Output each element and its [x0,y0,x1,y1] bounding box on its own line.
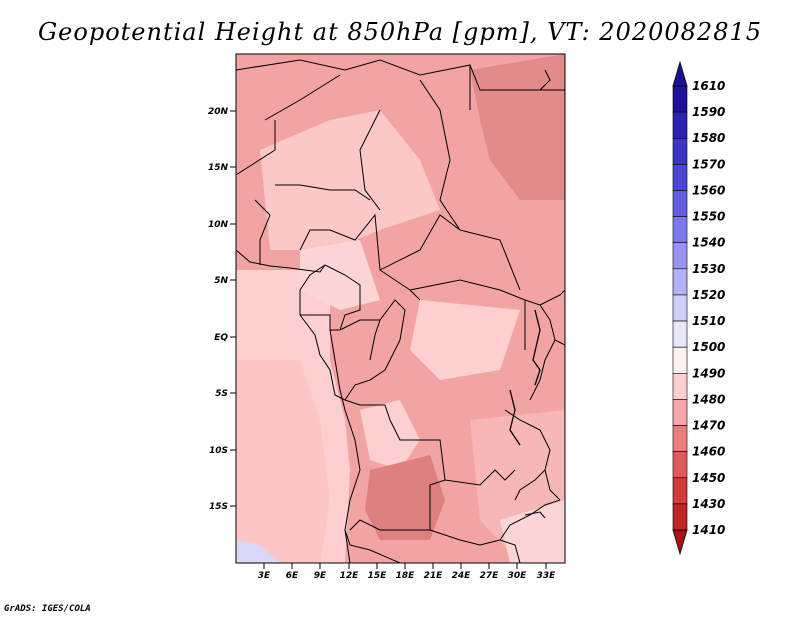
colorbar-label: 1470 [692,419,725,433]
country-borders [236,59,565,563]
lon-label: 6E [286,571,299,581]
lat-label: 10S [209,446,228,456]
lon-label: 24E [452,571,472,581]
colorbar-swatch [672,137,688,165]
colorbar-label: 1610 [692,79,725,93]
chart-title: Geopotential Height at 850hPa [gpm], VT:… [38,18,762,46]
lon-label: 18E [396,571,416,581]
colorbar-swatch [672,425,688,452]
lon-axis: 3E 6E 9E 12E 15E 18E 21E 24E 27E 30E 33E [258,563,556,581]
colorbar-swatch [672,451,688,479]
lat-label: 5N [214,276,228,286]
colorbar: 1610 1590 1580 1570 1560 1550 1540 1530 1520 1510… [672,60,725,556]
lon-label: 21E [424,571,444,581]
lat-label: EQ [214,333,228,343]
colorbar-label: 1550 [692,210,725,224]
lon-label: 3E [258,571,271,581]
colorbar-label: 1570 [692,157,725,171]
colorbar-swatch [672,503,688,531]
colorbar-swatch [672,320,688,348]
colorbar-label: 1490 [692,366,725,380]
colorbar-arrow-bottom [672,529,688,556]
colorbar-label: 1590 [692,105,725,119]
colorbar-label: 1510 [692,314,725,328]
colorbar-arrow-top [672,60,688,87]
lon-label: 30E [508,571,528,581]
colorbar-swatch [672,164,688,191]
lon-label: 12E [340,571,360,581]
colorbar-label: 1480 [692,392,725,406]
colorbar-swatch [672,190,688,217]
colorbar-label: 1460 [692,445,725,459]
lon-label: 15E [368,571,388,581]
colorbar-swatch [672,477,688,505]
lat-label: 20N [208,107,229,117]
colorbar-label: 1530 [692,262,725,276]
colorbar-swatch [672,216,688,244]
colorbar-swatch [672,346,688,374]
colorbar-label: 1560 [692,183,725,197]
colorbar-label: 1430 [692,497,725,511]
colorbar-swatch [672,372,688,400]
lat-label: 15N [208,163,229,173]
colorbar-swatch [672,268,688,296]
lon-label: 9E [314,571,327,581]
credit-text: GrADS: IGES/COLA [4,604,91,614]
lat-label: 10N [208,220,229,230]
lon-label: 27E [480,571,500,581]
colorbar-swatch [672,111,688,139]
colorbar-swatch [672,242,688,270]
map-frame [235,53,566,564]
colorbar-swatch [672,85,688,113]
lat-axis: 20N 15N 10N 5N EQ 5S 10S 15S [208,107,236,512]
colorbar-label: 1500 [692,340,725,354]
lat-label: 5S [215,389,228,399]
colorbar-label: 1410 [692,523,725,537]
colorbar-swatch [672,399,688,426]
colorbar-label: 1580 [692,131,725,145]
colorbar-label: 1450 [692,471,725,485]
colorbar-label: 1540 [692,236,725,250]
lat-label: 15S [209,502,228,512]
lon-label: 33E [537,571,557,581]
colorbar-swatch [672,294,688,322]
colorbar-label: 1520 [692,288,725,302]
height-field [236,54,565,563]
